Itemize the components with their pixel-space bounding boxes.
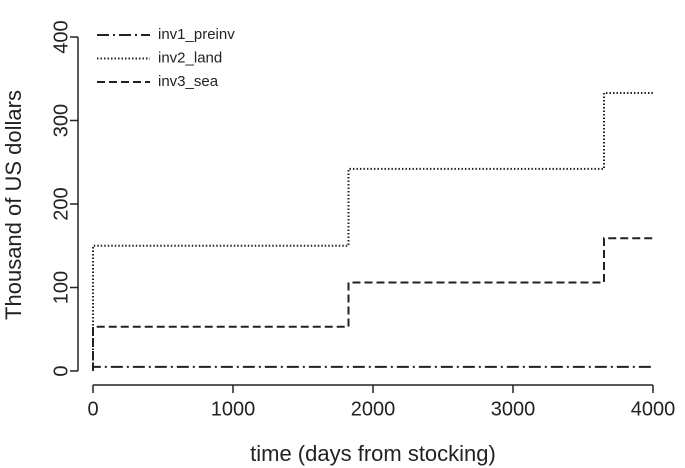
x-tick-label: 1000	[211, 398, 256, 420]
x-axis-label: time (days from stocking)	[250, 441, 496, 466]
x-tick-label: 3000	[491, 398, 536, 420]
y-axis-label: Thousand of US dollars	[1, 90, 26, 320]
legend-label: inv2_land	[158, 49, 222, 66]
x-tick-label: 4000	[631, 398, 676, 420]
series-line	[92, 237, 653, 371]
legend-label: inv1_preinv	[158, 26, 235, 43]
y-tick-label: 100	[50, 271, 72, 304]
y-tick-label: 300	[50, 104, 72, 137]
y-tick-label: 200	[50, 187, 72, 220]
x-tick-label: 0	[87, 398, 98, 420]
legend-label: inv3_sea	[158, 73, 219, 90]
y-tick-label: 0	[50, 365, 72, 376]
x-tick-label: 2000	[351, 398, 396, 420]
y-tick-label: 400	[50, 20, 72, 53]
